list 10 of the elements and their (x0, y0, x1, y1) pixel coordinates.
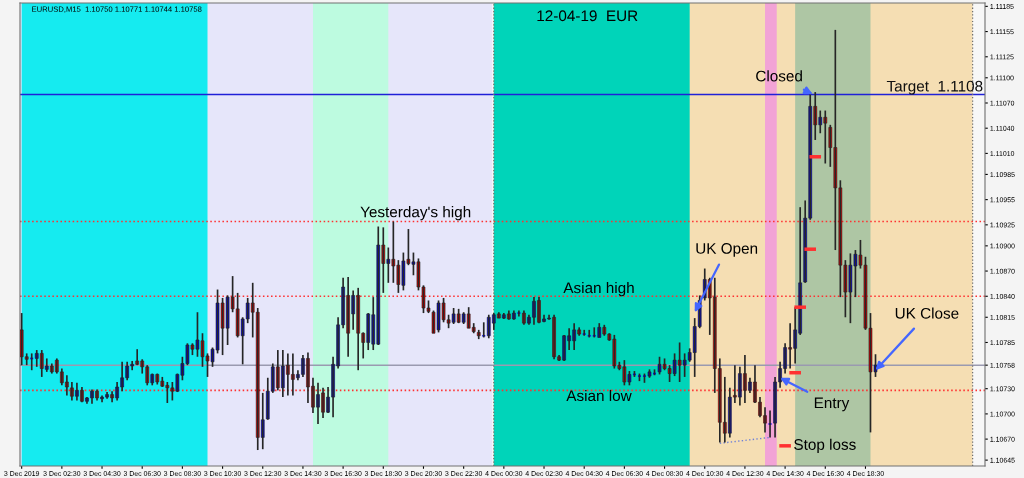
annotation: UK Close (895, 307, 959, 319)
chart-subtitle: 12-04-19 EUR (537, 10, 638, 22)
annotation: Yesterday's high (360, 206, 471, 221)
annotation: Asian high (563, 282, 634, 297)
ref-line-label: Target 1.1108 (886, 80, 983, 95)
annotation: Entry (814, 397, 850, 412)
annotation: Asian low (566, 389, 632, 402)
annotation: Closed (756, 70, 802, 82)
annotation: Stop loss (794, 438, 856, 453)
annotation: UK Open (696, 243, 758, 257)
